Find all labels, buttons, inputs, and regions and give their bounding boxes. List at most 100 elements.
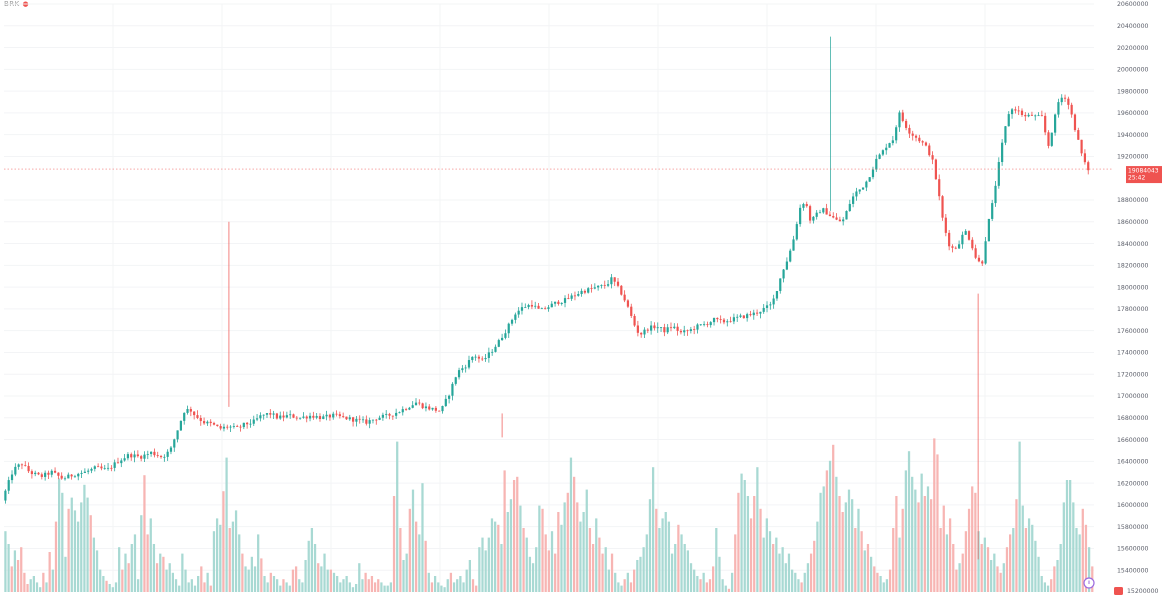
candle-body: [497, 340, 500, 347]
volume-bar: [184, 569, 187, 592]
volume-bar: [257, 534, 260, 592]
volume-bar: [54, 521, 58, 592]
candle-body: [977, 257, 981, 262]
candle-body: [126, 454, 130, 459]
candle-body: [537, 305, 540, 309]
volume-bar: [269, 572, 272, 592]
volume-bar: [816, 521, 819, 592]
volume-bar: [440, 585, 443, 592]
volume-bar: [313, 544, 317, 592]
volume-bar: [174, 579, 178, 592]
candle-body: [779, 278, 782, 291]
candle-body: [411, 405, 414, 408]
candle-body: [332, 413, 335, 418]
volume-bar: [342, 579, 345, 592]
candle-body: [616, 281, 620, 286]
candle-body: [308, 415, 312, 419]
candle-body: [719, 319, 722, 320]
volume-bar: [402, 560, 405, 592]
candle-body: [752, 312, 755, 316]
volume-bar: [108, 584, 111, 592]
volume-bar: [250, 556, 253, 592]
candle-body: [964, 231, 967, 235]
candle-body: [348, 417, 351, 420]
volume-bar: [677, 524, 680, 592]
candle-body: [378, 417, 381, 420]
candle-body: [312, 415, 315, 418]
candle-body: [855, 191, 858, 197]
candle-body: [461, 368, 464, 371]
volume-bar: [168, 563, 171, 592]
volume-bar: [20, 547, 23, 592]
candle-body: [146, 453, 149, 455]
volume-bar: [291, 569, 295, 592]
volume-bar: [740, 473, 743, 592]
volume-bar: [354, 584, 358, 592]
candle-body: [812, 216, 815, 221]
candle-body: [971, 239, 974, 249]
candle-body: [1030, 114, 1034, 116]
volume-bar: [888, 569, 892, 592]
y-tick-label: 20600000: [1117, 1, 1149, 8]
volume-bar: [181, 553, 184, 592]
candle-body: [113, 462, 116, 468]
candle-body: [1007, 114, 1010, 127]
candle-body: [706, 324, 709, 326]
candle-body: [57, 472, 60, 476]
volume-bar: [585, 489, 588, 592]
volume-bar: [159, 553, 162, 592]
volume-bar: [437, 582, 440, 592]
candle-body: [514, 314, 517, 320]
volume-bar: [32, 576, 35, 592]
candle-body: [520, 307, 524, 311]
candle-body: [83, 471, 86, 473]
candle-body: [928, 145, 931, 156]
volume-bar: [765, 518, 768, 592]
candle-body: [236, 426, 239, 427]
volume-bar: [130, 544, 133, 592]
volume-bar: [822, 486, 825, 592]
volume-bar: [844, 502, 847, 592]
volume-bar: [572, 476, 576, 592]
candle-body: [895, 127, 898, 141]
candle-body: [1070, 104, 1073, 115]
candle-body: [487, 352, 490, 358]
volume-bar: [408, 508, 411, 592]
y-tick-label: 16000000: [1117, 502, 1149, 509]
candle-body: [40, 474, 43, 477]
volume-bar: [83, 484, 86, 592]
candle-body: [451, 383, 454, 396]
candle-body: [4, 490, 7, 501]
candle-body: [861, 187, 865, 190]
candle-body: [120, 460, 123, 464]
candle-body: [474, 356, 477, 358]
volume-bar: [563, 502, 566, 592]
candle-body: [454, 377, 457, 384]
candle-body: [865, 181, 868, 188]
volume-bar: [967, 508, 971, 592]
volume-bar: [399, 528, 402, 592]
volume-bar: [503, 470, 506, 592]
volume-bar: [939, 528, 942, 592]
bottom-marker-icon: [1114, 587, 1123, 595]
volume-bar: [1043, 582, 1047, 592]
candle-body: [375, 419, 378, 421]
volume-bar: [263, 576, 266, 592]
volume-bar: [1072, 502, 1075, 592]
candle-body: [404, 409, 408, 410]
y-tick-label: 15400000: [1117, 567, 1149, 574]
candle-body: [322, 416, 325, 420]
candle-body: [302, 416, 305, 418]
volume-bar: [778, 553, 781, 592]
candle-body: [232, 426, 235, 427]
volume-bar: [642, 547, 645, 592]
volume-bar: [557, 512, 560, 592]
candle-body: [133, 454, 136, 458]
volume-bar: [560, 524, 563, 592]
volume-bar: [661, 518, 664, 592]
candle-body: [30, 471, 33, 475]
candle-body: [722, 319, 726, 323]
volume-bar: [136, 579, 140, 592]
